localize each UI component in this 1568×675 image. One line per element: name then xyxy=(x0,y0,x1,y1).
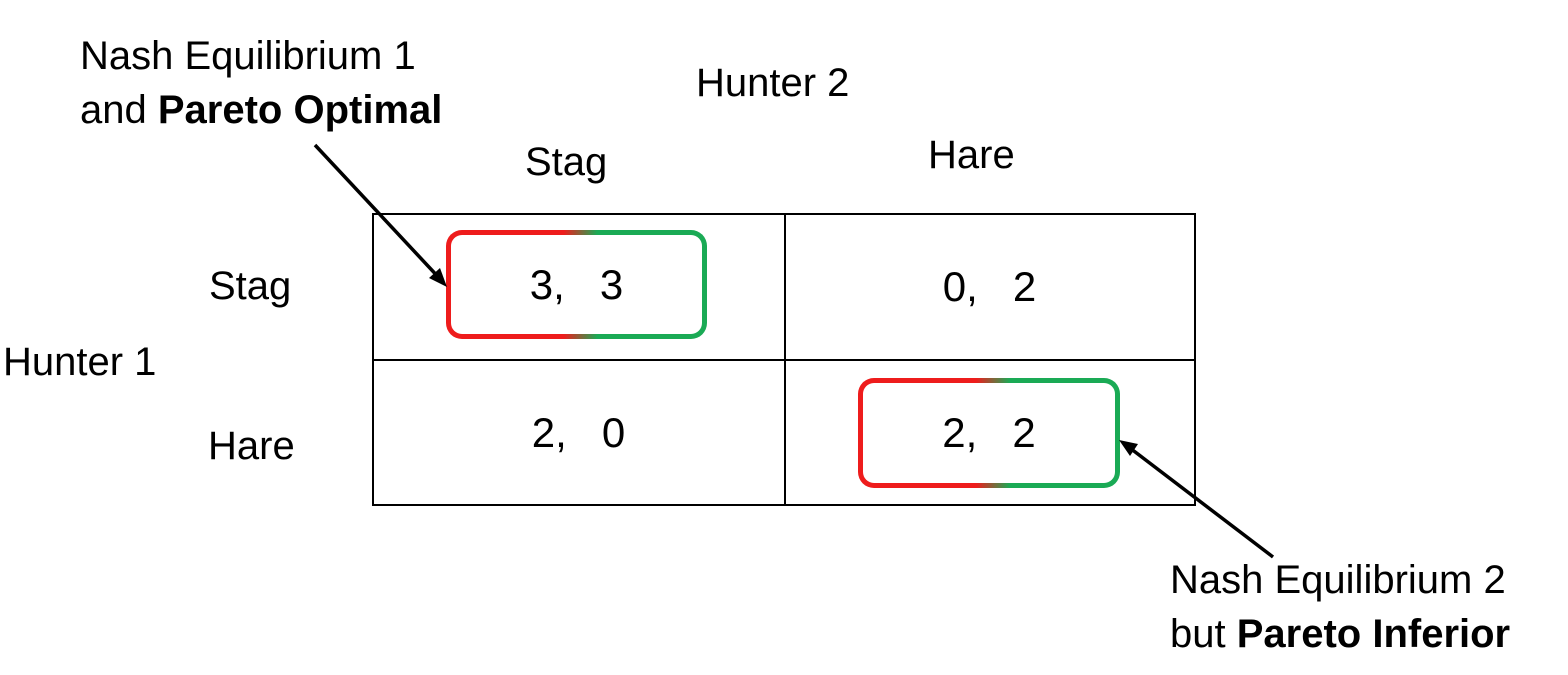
annotation-equilibrium-1: Nash Equilibrium 1 and Pareto Optimal xyxy=(80,29,442,137)
annotation-1-bold: Pareto Optimal xyxy=(157,88,443,132)
equilibrium-highlight-2 xyxy=(858,378,1120,488)
row-strategy-stag: Stag xyxy=(209,264,292,308)
annotation-2-prefix: but xyxy=(1170,612,1237,656)
grid-divider-horizontal xyxy=(374,359,1194,361)
arrow-to-equilibrium-2 xyxy=(1124,443,1275,559)
annotation-2-line2: but Pareto Inferior xyxy=(1170,607,1510,661)
annotation-equilibrium-2: Nash Equilibrium 2 but Pareto Inferior xyxy=(1170,553,1510,661)
payoff-matrix xyxy=(372,213,1196,506)
column-strategy-hare: Hare xyxy=(928,133,1015,177)
annotation-2-bold: Pareto Inferior xyxy=(1236,612,1511,656)
equilibrium-highlight-1 xyxy=(446,230,707,339)
payoff-stag-hare: 0, 2 xyxy=(942,262,1037,310)
row-player-label: Hunter 1 xyxy=(3,340,157,384)
arrowhead-equilibrium-2 xyxy=(1119,440,1138,456)
arrow-to-equilibrium-1 xyxy=(313,143,444,283)
annotation-1-line1: Nash Equilibrium 1 xyxy=(80,34,416,78)
payoff-stag-stag: 3, 3 xyxy=(529,260,624,308)
column-player-label: Hunter 2 xyxy=(696,61,850,105)
annotation-2-line1: Nash Equilibrium 2 xyxy=(1170,558,1506,602)
row-strategy-hare: Hare xyxy=(208,424,295,468)
payoff-hare-hare: 2, 2 xyxy=(942,409,1036,456)
arrowhead-equilibrium-1 xyxy=(429,268,447,287)
annotation-1-line2: and Pareto Optimal xyxy=(80,83,442,137)
column-strategy-stag: Stag xyxy=(525,140,608,184)
payoff-hare-stag: 2, 0 xyxy=(531,408,626,456)
annotation-1-prefix: and xyxy=(80,88,158,132)
